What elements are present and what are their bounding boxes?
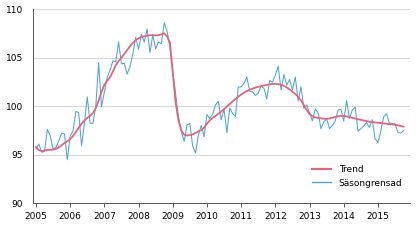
Legend: Trend, Säsongrensad: Trend, Säsongrensad	[308, 161, 406, 191]
